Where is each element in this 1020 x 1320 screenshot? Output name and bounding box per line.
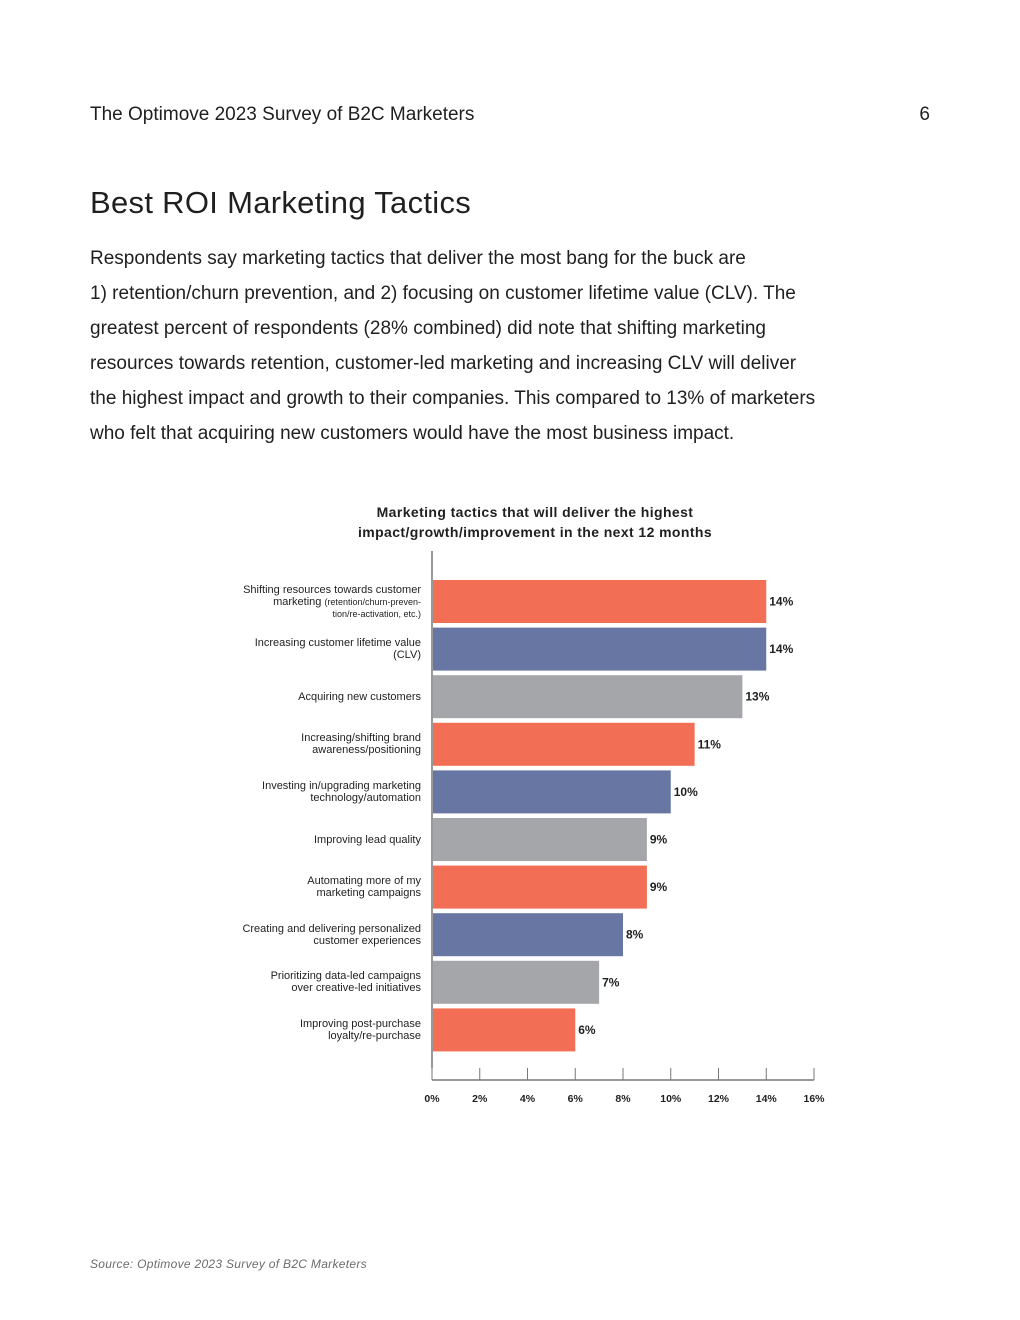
bar-value-label: 10% [674, 785, 698, 799]
category-label-line: Improving post-purchase [299, 1017, 421, 1030]
category-label-line: Increasing customer lifetime value [254, 637, 421, 650]
body-line: greatest percent of respondents (28% com… [90, 318, 766, 339]
category-label-line: awareness/positioning [312, 744, 421, 757]
x-tick-label: 12% [708, 1093, 730, 1105]
category-label-line: Investing in/upgrading marketing [262, 779, 421, 792]
bar [433, 770, 671, 814]
body-paragraph: Respondents say marketing tactics that d… [90, 241, 910, 451]
body-line: the highest impact and growth to their c… [90, 388, 816, 409]
category-label-line: marketing (retention/churn-preven- [273, 595, 421, 608]
chart-title-line: Marketing tactics that will deliver the … [376, 504, 694, 520]
x-tick-label: 0% [424, 1093, 440, 1105]
page-number: 6 [919, 104, 930, 125]
bar [433, 913, 623, 957]
bar-value-label: 11% [698, 737, 722, 751]
x-tick-label: 2% [472, 1093, 488, 1105]
body-line: who felt that acquiring new customers wo… [90, 423, 735, 444]
bar [433, 627, 767, 671]
category-label-line: customer experiences [313, 934, 421, 947]
category-label: Shifting resources towards customer marke… [161, 584, 421, 620]
bar [433, 580, 767, 623]
x-tick-label: 8% [615, 1093, 631, 1105]
bar-value-label: 14% [769, 595, 793, 609]
category-label-detail: (retention/churn-preven- [324, 596, 421, 607]
body-line: resources towards retention, customer-le… [90, 353, 797, 374]
bar [433, 1008, 576, 1052]
category-label-line: over creative-led initiatives [291, 982, 421, 995]
bar [433, 865, 647, 909]
category-label-line: Shifting resources towards customer [243, 583, 421, 596]
category-label-line: Prioritizing data-led campaigns [270, 970, 421, 983]
bar [433, 675, 743, 719]
category-label: Acquiring new customers [161, 691, 421, 703]
bar-value-label: 9% [650, 880, 668, 894]
bar-value-label: 8% [626, 928, 644, 942]
bar-value-label: 7% [602, 975, 620, 989]
category-label: Improving post-purchase loyalty/re-purcha… [161, 1018, 421, 1042]
category-label: Creating and delivering personalized cust… [161, 923, 421, 947]
x-tick-label: 16% [803, 1093, 825, 1105]
bar [433, 818, 647, 861]
category-label-line: technology/automation [310, 791, 421, 804]
category-label: Prioritizing data-led campaigns over crea… [161, 970, 421, 994]
category-label: Investing in/upgrading marketing technolo… [161, 780, 421, 804]
category-label-detail: tion/re-activation, etc.) [332, 608, 421, 619]
bar [433, 960, 600, 1004]
category-label: Improving lead quality [161, 834, 421, 846]
bar-value-label: 13% [745, 690, 769, 704]
body-line: 1) retention/churn prevention, and 2) fo… [90, 283, 796, 304]
bar-value-label: 14% [769, 642, 793, 656]
source-note: Source: Optimove 2023 Survey of B2C Mark… [90, 1257, 367, 1271]
category-label-line: loyalty/re-purchase [328, 1029, 421, 1042]
bar [433, 722, 695, 766]
running-header: The Optimove 2023 Survey of B2C Marketer… [90, 104, 475, 125]
chart-title-line: impact/growth/improvement in the next 12… [357, 524, 713, 540]
category-label-line: Automating more of my [307, 875, 421, 888]
category-label: Increasing/shifting brand awareness/posit… [161, 732, 421, 756]
body-line: Respondents say marketing tactics that d… [90, 248, 746, 269]
section-title: Best ROI Marketing Tactics [90, 185, 472, 220]
category-label-line: Acquiring new customers [298, 690, 421, 703]
x-tick-label: 14% [756, 1093, 778, 1105]
category-label: Automating more of my marketing campaigns [161, 875, 421, 899]
x-tick-label: 6% [568, 1093, 584, 1105]
category-label-line: Increasing/shifting brand [301, 732, 421, 745]
category-label: Increasing customer lifetime value (CLV) [161, 637, 421, 661]
category-label-line: Creating and delivering personalized [242, 922, 421, 935]
bar-value-label: 6% [578, 1023, 596, 1037]
x-tick-label: 10% [660, 1093, 682, 1105]
category-label-line: marketing campaigns [316, 887, 421, 900]
category-label-line: (CLV) [393, 649, 421, 662]
category-label-line: Improving lead quality [313, 833, 421, 846]
bar-value-label: 9% [650, 833, 668, 847]
chart-title: Marketing tactics that will deliver the … [210, 502, 860, 542]
x-tick-label: 4% [520, 1093, 536, 1105]
